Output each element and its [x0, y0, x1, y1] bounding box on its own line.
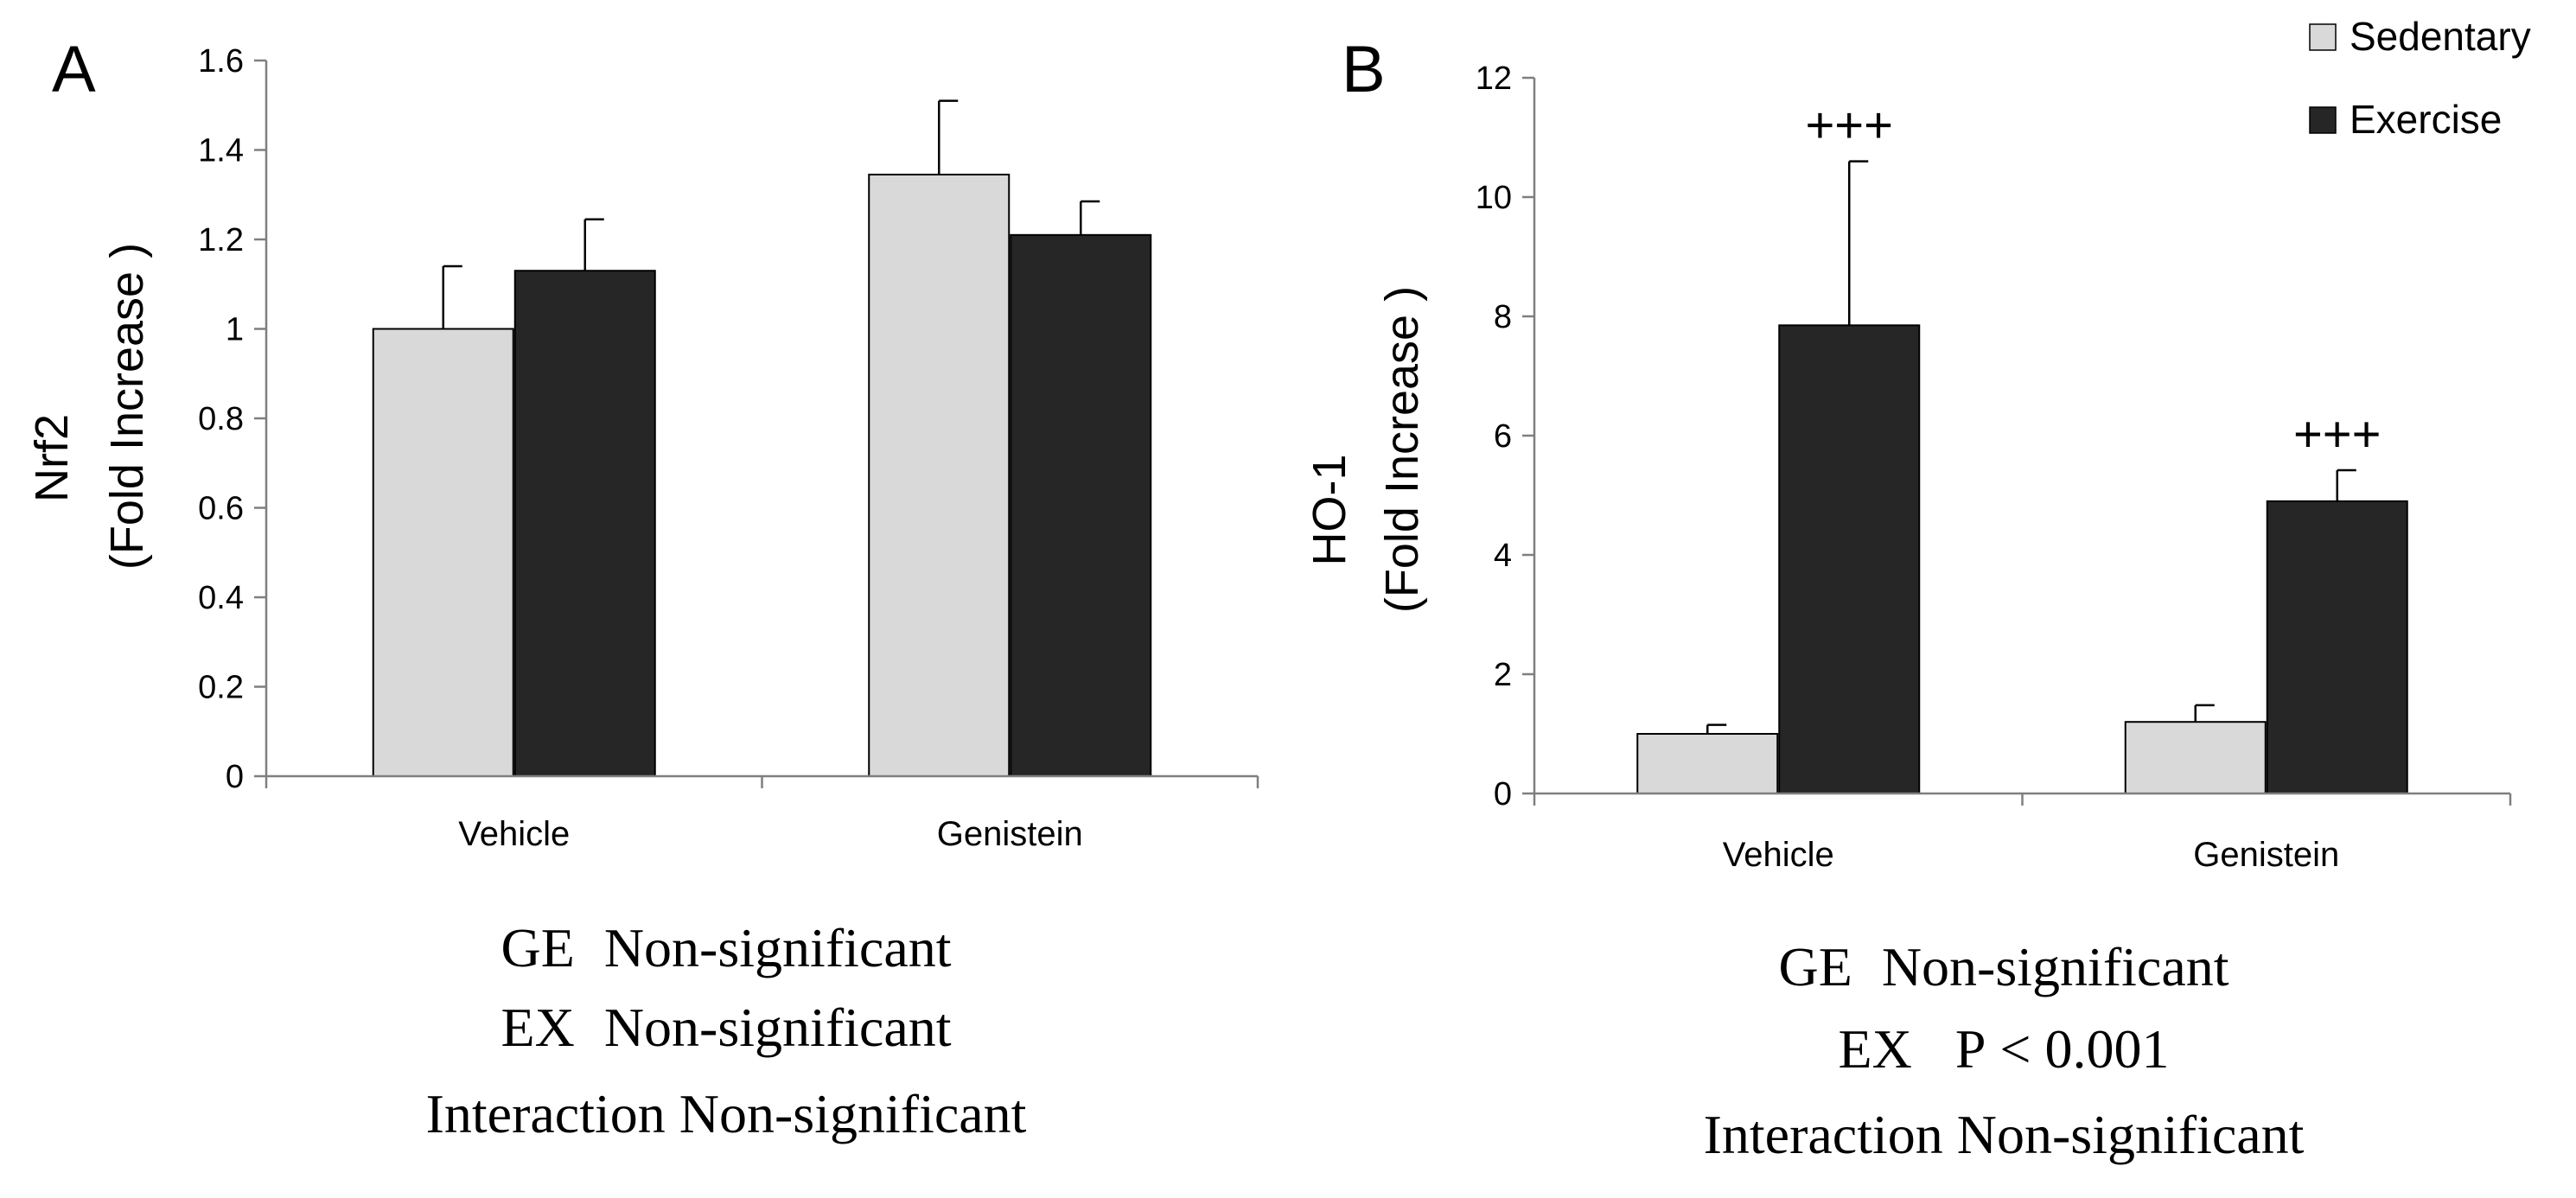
- panel-b-stat-ex-term: EX: [1839, 1018, 1912, 1080]
- panel-a-nrf2-chart: A Nrf2 (Fold Increase ) 0 0.2 0.4 0.6 0.8 1 1.…: [26, 33, 1259, 1144]
- panel-b-stat-interaction: Interaction Non-significant: [1704, 1104, 2305, 1165]
- legend-label-sedentary: Sedentary: [2350, 14, 2531, 59]
- panel-b-stat-ge-term: GE: [1779, 936, 1852, 997]
- panel-a-stat-interaction: Interaction Non-significant: [426, 1083, 1027, 1144]
- panel-b-bar-exercise-genistein: [2266, 500, 2408, 795]
- panel-a-stat-ex: EX Non-significant: [501, 997, 952, 1058]
- panel-b-y-tick-label: 6: [1494, 418, 1512, 455]
- panel-b-stat-ge: GE Non-significant: [1779, 936, 2229, 997]
- panel-a-y-tick-label: 0.4: [198, 580, 244, 616]
- panel-a-category-label: Vehicle: [458, 815, 570, 853]
- panel-a-stat-ge-term: GE: [501, 917, 575, 978]
- panel-a-bar-exercise-vehicle: [513, 270, 656, 778]
- panel-a-ylabel-line2: (Fold Increase ): [101, 243, 153, 570]
- legend-swatch-exercise: [2309, 106, 2337, 134]
- panel-b-y-tick-label: 12: [1476, 61, 1512, 97]
- panel-b-y-tick-label: 0: [1494, 776, 1512, 812]
- panel-b-plot-area: 0 2 4 6 8 10 12 +++ Vehicle +++ Genistein: [1476, 61, 2512, 874]
- panel-a-bar-sedentary-genistein: [868, 173, 1011, 777]
- panel-a-ylabel-line1: Nrf2: [26, 414, 78, 502]
- panel-b-y-tick-label: 10: [1476, 180, 1512, 216]
- panel-b-bar-sedentary-vehicle: [1636, 733, 1779, 794]
- panel-b-y-tick-label: 4: [1494, 538, 1512, 574]
- panel-b-ho1-chart: B HO-1 (Fold Increase ) 0 2 4 6 8 10 12 +++ Vehi…: [1304, 14, 2531, 1165]
- panel-a-plot-area: 0 0.2 0.4 0.6 0.8 1 1.2 1.4 1.6 Vehicle Genistein: [198, 43, 1259, 853]
- legend: Sedentary Exercise: [2309, 14, 2531, 142]
- panel-b-stat-ex-result: P < 0.001: [1955, 1018, 2170, 1080]
- panel-a-y-tick-label: 0.8: [198, 401, 244, 437]
- panel-b-stat-ge-result: Non-significant: [1882, 936, 2229, 997]
- panel-b-stat-interaction-term: Interaction: [1704, 1104, 1943, 1165]
- panel-a-stats: GE Non-significant EX Non-significant Inte…: [426, 917, 1027, 1144]
- legend-label-exercise: Exercise: [2350, 97, 2502, 142]
- panel-b-bar-exercise-vehicle: [1778, 324, 1921, 795]
- panel-b-category-label: Genistein: [2193, 836, 2339, 874]
- panel-b-significance-mark-exercise-genistein: +++: [2293, 406, 2382, 462]
- panel-b-significance-mark-exercise-vehicle: +++: [1805, 98, 1893, 154]
- panel-a-y-tick-label: 1.2: [198, 222, 244, 258]
- panel-a-stat-ge: GE Non-significant: [501, 917, 952, 978]
- panel-a-y-tick-label: 1.4: [198, 133, 244, 169]
- panel-b-ylabel-line2: (Fold Increase ): [1376, 286, 1428, 613]
- panel-b-y-tick-label: 2: [1494, 657, 1512, 693]
- panel-b-stat-interaction-result: Non-significant: [1957, 1104, 2305, 1165]
- panel-a-bar-exercise-genistein: [1010, 233, 1152, 777]
- panel-b-bar-sedentary-genistein: [2124, 721, 2267, 795]
- panel-a-y-tick-label: 1: [226, 312, 244, 348]
- panel-b-stat-ex: EX P < 0.001: [1839, 1018, 2170, 1080]
- panel-a-stat-interaction-term: Interaction: [426, 1083, 666, 1144]
- panel-a-category-label: Genistein: [937, 815, 1083, 853]
- panel-a-stat-ge-result: Non-significant: [604, 917, 952, 978]
- panel-a-stat-ex-term: EX: [501, 997, 575, 1058]
- panel-a-y-tick-label: 1.6: [198, 43, 244, 80]
- panel-label-b: B: [1342, 33, 1386, 106]
- panel-b-ylabel-line1: HO-1: [1304, 454, 1355, 565]
- panel-label-a: A: [52, 33, 96, 106]
- panel-a-y-tick-label: 0: [226, 759, 244, 795]
- panel-a-y-tick-label: 0.2: [198, 670, 244, 706]
- panel-b-stats: GE Non-significant EX P < 0.001 Interactio…: [1704, 936, 2305, 1165]
- panel-b-category-label: Vehicle: [1723, 836, 1834, 874]
- panel-a-bar-sedentary-vehicle: [372, 328, 514, 777]
- panel-a-y-tick-label: 0.6: [198, 491, 244, 527]
- legend-swatch-sedentary: [2309, 23, 2337, 51]
- panel-a-stat-ex-result: Non-significant: [604, 997, 952, 1058]
- panel-b-y-tick-label: 8: [1494, 299, 1512, 335]
- panel-a-stat-interaction-result: Non-significant: [679, 1083, 1027, 1144]
